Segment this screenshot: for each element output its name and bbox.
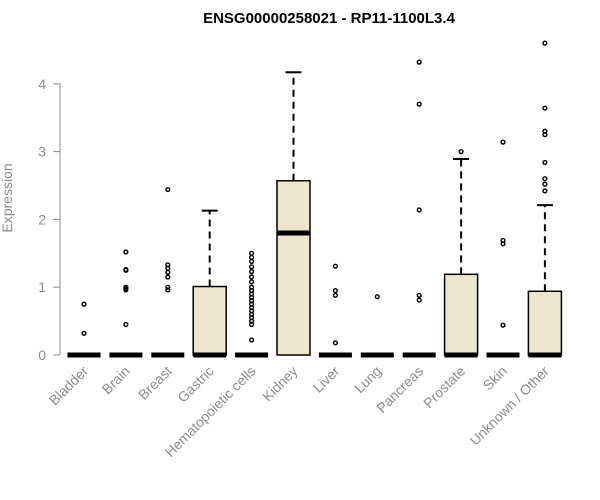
- x-tick-label: Pancreas: [373, 363, 426, 416]
- outlier-point: [249, 337, 255, 343]
- outlier-point: [123, 321, 129, 328]
- outlier-point: [332, 340, 338, 346]
- outlier-point: [542, 159, 548, 166]
- outlier-point: [500, 139, 506, 145]
- x-tick-label: Breast: [135, 363, 175, 403]
- outlier-point: [81, 330, 87, 336]
- outlier-point: [416, 207, 422, 213]
- box: [443, 273, 479, 356]
- outlier-point: [165, 186, 171, 193]
- outlier-point: [81, 301, 87, 307]
- outlier-point: [416, 297, 422, 303]
- box: [527, 290, 563, 356]
- x-tick-label: Skin: [480, 363, 511, 394]
- box-group: [486, 139, 520, 358]
- x-tick-label: Prostate: [420, 363, 468, 411]
- box-group: [443, 149, 479, 358]
- outlier-point: [332, 287, 338, 294]
- box-group: [318, 263, 352, 358]
- outlier-point: [249, 254, 255, 260]
- outlier-point: [542, 40, 548, 46]
- x-tick-label: Bladder: [46, 363, 92, 409]
- box-series: [67, 40, 563, 358]
- outlier-point: [332, 263, 338, 269]
- box: [276, 180, 311, 356]
- outlier-point: [542, 176, 548, 182]
- box-group: [109, 249, 143, 358]
- y-axis: 0 1 2 3 4: [38, 76, 61, 363]
- outlier-point: [416, 292, 422, 298]
- outlier-point: [165, 274, 171, 280]
- box-group: [402, 59, 436, 358]
- outlier-point: [249, 269, 255, 275]
- x-tick-label: Liver: [310, 363, 343, 396]
- chart-title: ENSG00000258021 - RP11-1100L3.4: [203, 10, 456, 27]
- outlier-point: [249, 264, 255, 270]
- outlier-point: [542, 132, 548, 138]
- outlier-point: [123, 249, 129, 255]
- outlier-point: [249, 250, 255, 256]
- outlier-point: [123, 267, 129, 273]
- outlier-point: [458, 149, 464, 155]
- outlier-point: [165, 284, 171, 290]
- y-tick-label: 3: [38, 144, 46, 160]
- x-tick-label: Brain: [99, 363, 133, 397]
- outlier-point: [542, 181, 548, 187]
- outlier-point: [416, 59, 422, 65]
- y-axis-label: Expression: [0, 163, 15, 232]
- y-tick-label: 0: [38, 347, 46, 363]
- box-group: [527, 40, 563, 358]
- outlier-point: [249, 279, 255, 285]
- box-group: [151, 186, 185, 358]
- outlier-point: [165, 265, 171, 271]
- box: [192, 285, 227, 356]
- box-group: [67, 301, 101, 358]
- box-group: [192, 209, 227, 358]
- y-tick-label: 4: [38, 76, 46, 92]
- y-tick-label: 1: [38, 279, 46, 295]
- outlier-point: [542, 105, 548, 111]
- outlier-point: [165, 269, 171, 275]
- box-group: [360, 294, 394, 358]
- outlier-point: [332, 292, 338, 298]
- outlier-point: [249, 258, 255, 265]
- x-tick-label: Unknown / Other: [466, 363, 552, 449]
- outlier-point: [416, 101, 422, 107]
- outlier-point: [374, 294, 380, 300]
- box-group: [276, 71, 311, 356]
- outlier-point: [249, 321, 255, 328]
- y-tick-label: 2: [38, 211, 46, 227]
- outlier-point: [500, 241, 506, 247]
- outlier-point: [542, 188, 548, 194]
- outlier-point: [165, 287, 171, 293]
- outlier-point: [249, 274, 255, 280]
- x-tick-label: Kidney: [259, 363, 301, 405]
- outlier-point: [500, 322, 506, 328]
- outlier-point: [123, 287, 129, 293]
- box-group: [235, 250, 269, 358]
- x-tick-label: Lung: [351, 363, 384, 396]
